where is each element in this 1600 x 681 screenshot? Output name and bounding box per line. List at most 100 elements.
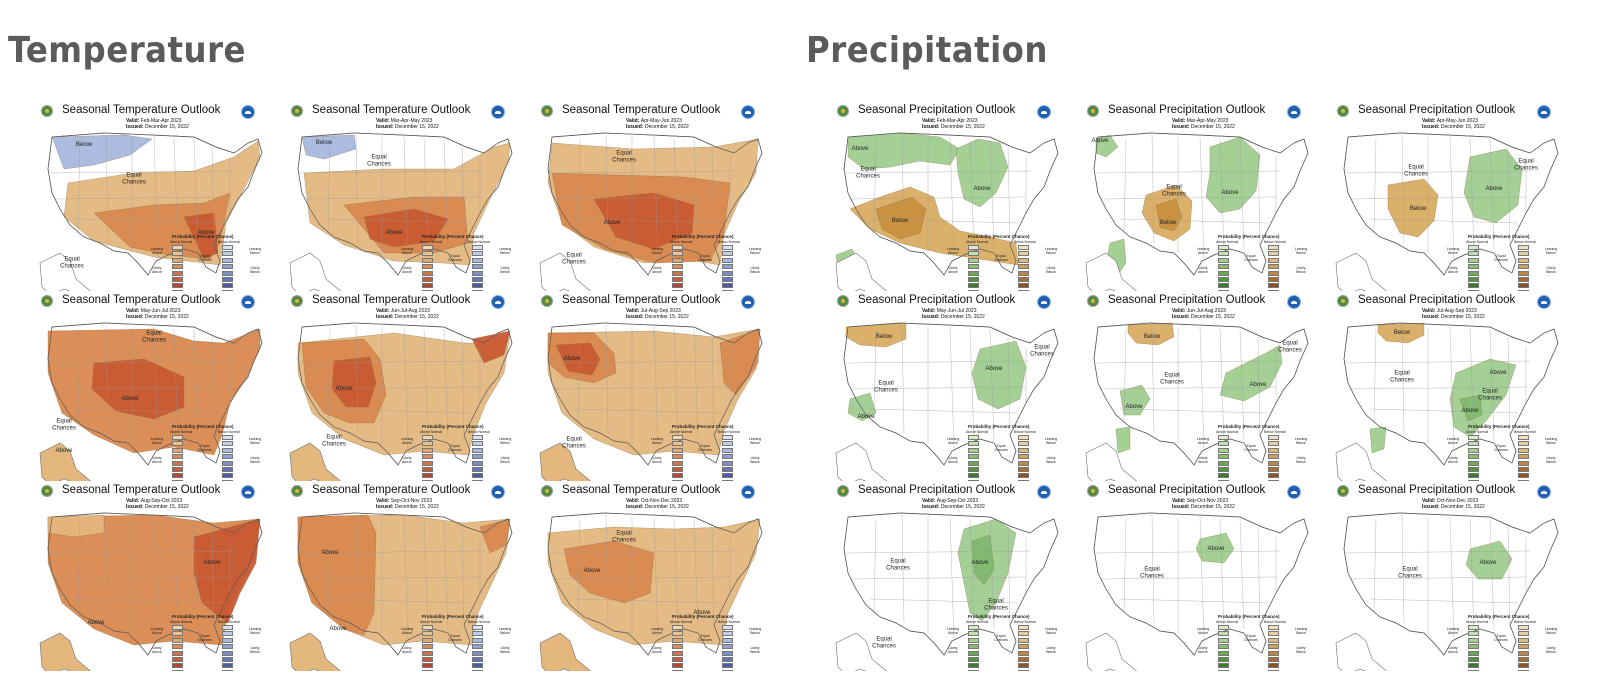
legend-swatch — [1468, 289, 1479, 291]
legend-swatch — [1018, 631, 1029, 637]
issued-date-value: December 15, 2022 — [144, 504, 189, 510]
region-label: Equal Chances — [874, 380, 898, 394]
state-boundary — [105, 514, 109, 624]
state-boundary — [461, 526, 465, 626]
region-label: Below — [1159, 219, 1177, 226]
legend-swatch — [1018, 251, 1029, 257]
legend-swatch — [422, 435, 433, 440]
valid-period-value: Mar-Apr-May 2023 — [1186, 118, 1229, 124]
cpc-logo-icon — [1087, 295, 1099, 307]
probability-legend: Probability (Percent Chance) Above Normal… — [1430, 614, 1562, 671]
temperature-probability-region — [555, 342, 601, 376]
region-label: Above — [197, 229, 215, 236]
legend-swatch-column — [722, 245, 733, 291]
issued-date: Issued: December 15, 2022 — [1422, 124, 1485, 130]
legend-equal-chances: Equal Chances — [994, 254, 1008, 262]
legend-swatch — [172, 466, 183, 472]
issued-date: Issued: December 15, 2022 — [376, 124, 439, 130]
legend-swatch-column — [1268, 245, 1279, 291]
precipitation-outlook-map: Seasonal Precipitation Outlook Valid: Feb… — [830, 101, 1080, 291]
probability-legend: Probability (Percent Chance) Above Normal… — [134, 424, 266, 481]
state-boundary — [105, 324, 109, 434]
state-boundary — [845, 170, 1031, 174]
legend-swatch-column — [1218, 245, 1229, 291]
legend-leaning-below: Leaning Below — [498, 437, 512, 445]
legend-swatch — [1218, 625, 1229, 630]
legend-leaning-below: Leaning Below — [248, 437, 262, 445]
issued-date-value: December 15, 2022 — [940, 124, 985, 130]
legend-likely-below: Likely Below — [1546, 646, 1556, 654]
legend-swatch — [422, 289, 433, 291]
state-boundary — [869, 218, 1019, 224]
legend-swatch — [968, 447, 979, 453]
state-boundary — [355, 134, 359, 244]
us-outline-map — [1335, 512, 1559, 671]
state-boundary — [423, 328, 429, 442]
legend-swatch — [172, 435, 183, 440]
legend-swatch — [472, 257, 483, 263]
legend-swatch — [1468, 650, 1479, 656]
map-title: Seasonal Temperature Outlook — [562, 294, 721, 306]
legend-swatch — [222, 656, 233, 662]
valid-period: Valid: May-Jun-Jul 2023 — [126, 308, 181, 314]
legend-swatch — [172, 289, 183, 291]
state-boundary — [327, 328, 331, 424]
state-boundary — [443, 328, 449, 440]
legend-above-header: Above Normal — [420, 240, 443, 244]
issued-date-value: December 15, 2022 — [644, 504, 689, 510]
state-boundary — [1469, 328, 1475, 442]
legend-swatch — [172, 625, 183, 630]
cpc-logo-icon — [1087, 105, 1099, 117]
cpc-logo-icon — [1337, 485, 1349, 497]
issued-date-value: December 15, 2022 — [144, 124, 189, 130]
legend-swatch — [1268, 466, 1279, 472]
state-boundary — [869, 598, 1019, 604]
legend-swatch — [1518, 251, 1529, 257]
legend-swatch — [722, 264, 733, 270]
us-outline-map — [289, 512, 513, 671]
legend-title: Probability (Percent Chance) — [172, 234, 234, 239]
legend-swatch — [1218, 631, 1229, 637]
state-boundary — [443, 518, 449, 630]
legend-title: Probability (Percent Chance) — [422, 614, 484, 619]
issued-date: Issued: December 15, 2022 — [1172, 504, 1235, 510]
legend-swatch — [672, 625, 683, 630]
state-boundary — [873, 328, 877, 424]
legend-swatch — [222, 466, 233, 472]
valid-period: Valid: Mar-Apr-May 2023 — [376, 118, 433, 124]
probability-legend: Probability (Percent Chance) Above Normal… — [1180, 614, 1312, 671]
region-label: Above — [1479, 559, 1497, 566]
legend-swatch — [422, 631, 433, 637]
map-title: Seasonal Precipitation Outlook — [1108, 484, 1266, 496]
state-boundary — [105, 134, 109, 244]
legend-below-header: Below Normal — [1014, 620, 1036, 624]
legend-swatch — [1518, 663, 1529, 669]
region-label: Equal Chances — [1162, 184, 1186, 198]
us-outline-map — [1085, 132, 1309, 291]
legend-swatch — [1218, 447, 1229, 453]
region-label: Equal Chances — [1160, 372, 1184, 386]
legend-swatch — [1468, 270, 1479, 276]
precipitation-probability-region — [1387, 178, 1439, 238]
legend-swatch — [1268, 479, 1279, 481]
legend-swatch — [722, 669, 733, 671]
legend-swatch — [672, 264, 683, 270]
state-boundary — [1257, 146, 1261, 246]
legend-swatch — [722, 289, 733, 291]
legend-likely-above: Likely Above — [948, 266, 958, 274]
legend-swatch — [968, 473, 979, 479]
us-outline-map — [39, 512, 263, 671]
state-boundary — [969, 138, 975, 252]
state-boundary — [869, 408, 1019, 414]
legend-swatch-column — [1018, 625, 1029, 671]
legend-likely-above: Likely Above — [402, 646, 412, 654]
legend-swatch — [222, 631, 233, 637]
state-boundary — [989, 138, 995, 250]
legend-swatch — [422, 479, 433, 481]
region-label: Above — [1125, 403, 1143, 410]
alaska-outline — [1335, 252, 1387, 291]
issued-date: Issued: December 15, 2022 — [126, 124, 189, 130]
legend-swatch — [1218, 650, 1229, 656]
valid-period-value: Feb-Mar-Apr 2023 — [140, 118, 182, 124]
issued-date: Issued: December 15, 2022 — [1172, 124, 1235, 130]
